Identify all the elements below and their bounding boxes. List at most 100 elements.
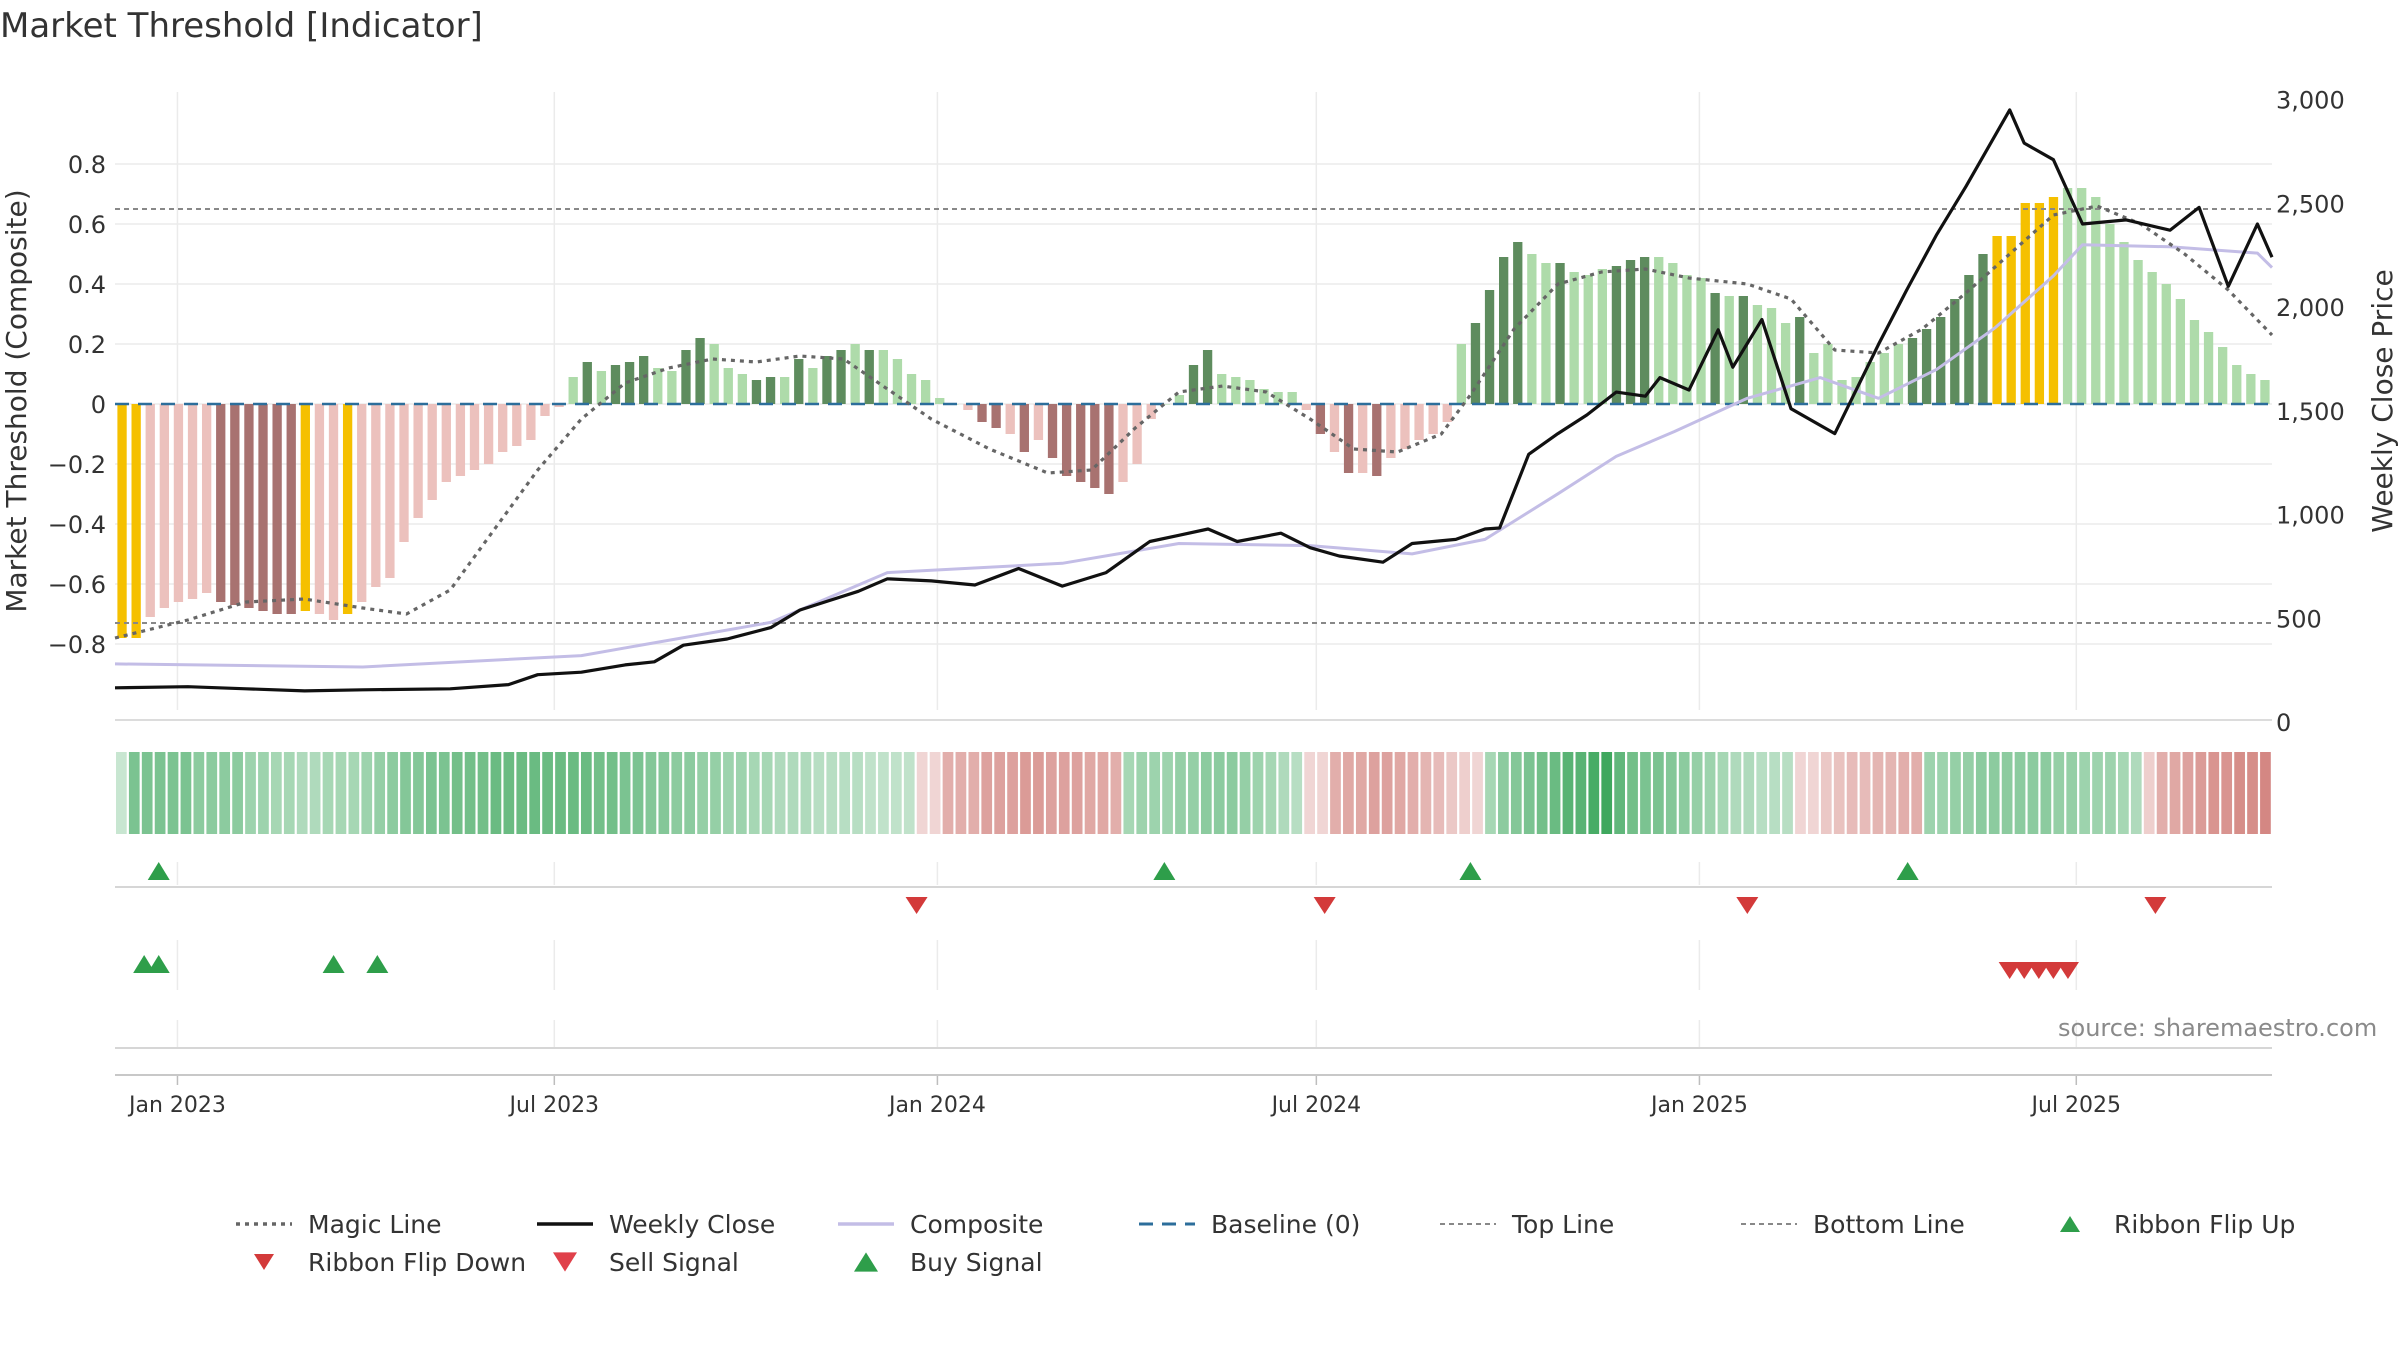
histogram-bar: [1104, 404, 1114, 494]
ribbon-cell: [1355, 752, 1367, 834]
axes: −0.8 −0.6 −0.4 −0.2 0 0.2 0.4 0.6 0.8 0 500 1,000 1,…: [0, 87, 2399, 1119]
ribbon-cell: [245, 752, 256, 834]
ribbon-cell: [154, 752, 166, 834]
histogram-bar: [1541, 263, 1551, 404]
histogram-bar: [1301, 404, 1311, 410]
ribbon-cell: [671, 752, 683, 834]
ribbon-cell: [2156, 752, 2168, 834]
ribbon-cell: [697, 752, 708, 834]
grid-lines: [115, 92, 2272, 1048]
histogram-bar: [1668, 263, 1678, 404]
histogram-bar: [1386, 404, 1396, 458]
histogram-bar: [455, 404, 466, 476]
histogram-bar: [1414, 404, 1424, 440]
ribbon-cell: [1330, 752, 1341, 834]
x-tick-label: Jul 2024: [1270, 1093, 1362, 1118]
right-tick-label: 3,000: [2276, 87, 2345, 115]
histogram-bar: [935, 398, 945, 404]
histogram-bar: [1696, 278, 1706, 404]
histogram-bar: [1597, 269, 1607, 404]
ribbon-cell: [1084, 752, 1096, 834]
ribbon-cell: [723, 752, 734, 834]
ribbon-cell: [1950, 752, 1961, 834]
histogram-bar: [1372, 404, 1382, 476]
ribbon-cell: [1020, 752, 1031, 834]
right-tick-label: 500: [2276, 605, 2322, 633]
source-note: source: sharemaestro.com: [2058, 1014, 2378, 1042]
histogram-bar: [413, 404, 423, 518]
ribbon-cell: [1007, 752, 1018, 834]
ribbon-cell: [258, 752, 269, 834]
ribbon-cell: [309, 752, 321, 834]
histogram-bar: [794, 359, 804, 404]
histogram-bar: [469, 404, 480, 470]
ribbon-cell: [2169, 752, 2181, 834]
right-tick-label: 2,000: [2276, 294, 2345, 322]
ribbon-cell: [167, 752, 179, 834]
histogram-bar: [1823, 344, 1833, 404]
ribbon-cell: [1704, 752, 1716, 834]
histogram-bar: [765, 377, 776, 404]
ribbon-cell: [374, 752, 386, 834]
ribbon-cell: [1110, 752, 1122, 834]
ribbon-cell: [438, 752, 450, 834]
histogram-bar: [1217, 374, 1227, 404]
ribbon-cell: [232, 752, 243, 834]
ribbon-cell: [1859, 752, 1871, 834]
histogram-bar: [850, 344, 860, 404]
histogram-bar: [1245, 380, 1255, 404]
ribbon-cell: [1033, 752, 1044, 834]
ribbon-cell: [193, 752, 205, 834]
left-tick-label: 0: [91, 391, 106, 419]
histogram-bar: [1752, 305, 1763, 404]
histogram-bar: [1555, 263, 1565, 404]
ribbon-cell: [477, 752, 489, 834]
ribbon-cell: [2027, 752, 2039, 834]
histogram-bar: [610, 365, 621, 404]
buy-signal-marker: [133, 955, 156, 973]
ribbon-flip-up-marker: [147, 862, 170, 880]
histogram-bar: [117, 404, 127, 638]
histogram-bar: [1174, 395, 1185, 404]
histogram-bar: [1654, 257, 1664, 404]
histogram-bar: [272, 404, 282, 614]
ribbon-cell: [1433, 752, 1445, 834]
ribbon-cell: [425, 752, 437, 834]
ribbon-cell: [942, 752, 954, 834]
histogram-bar: [342, 404, 353, 614]
histogram-bar: [357, 404, 367, 602]
histogram-bar: [1456, 344, 1467, 404]
ribbon-cell: [929, 752, 941, 834]
ribbon-cell: [1691, 752, 1703, 834]
histogram-bar: [131, 404, 141, 638]
histogram-bar: [1146, 404, 1156, 419]
ribbon-cell: [1820, 752, 1832, 834]
histogram-bar: [1724, 296, 1734, 404]
histogram-bar: [1033, 404, 1044, 440]
histogram-bar: [1329, 404, 1340, 452]
histogram-bar: [498, 404, 508, 452]
histogram-bar: [216, 404, 226, 602]
histogram-bar: [1639, 257, 1650, 404]
ribbon-cell: [451, 752, 463, 834]
ribbon-flip-down-marker: [2144, 897, 2167, 914]
histogram-bar: [1527, 254, 1537, 404]
ribbon-cell: [1975, 752, 1987, 834]
left-tick-label: −0.8: [48, 631, 106, 659]
ribbon-cell: [348, 752, 360, 834]
composite-line: [114, 243, 2274, 669]
histogram-bar: [695, 338, 705, 404]
histogram-bar: [1358, 404, 1368, 473]
ribbon-cell: [2260, 752, 2271, 834]
left-tick-label: 0.6: [68, 211, 106, 239]
ribbon-cell: [658, 752, 670, 834]
histogram-bar: [653, 368, 663, 404]
ribbon-flip-up-marker: [1896, 862, 1919, 880]
ribbon-cell: [1394, 752, 1406, 834]
histogram-bar: [892, 359, 903, 404]
histogram-bar: [737, 374, 748, 404]
ribbon-cell: [400, 752, 411, 834]
ribbon-cell: [1368, 752, 1380, 834]
ribbon-flip-up-marker: [1153, 862, 1176, 880]
